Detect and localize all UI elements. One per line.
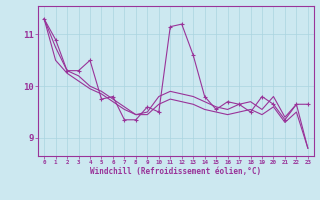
X-axis label: Windchill (Refroidissement éolien,°C): Windchill (Refroidissement éolien,°C) bbox=[91, 167, 261, 176]
